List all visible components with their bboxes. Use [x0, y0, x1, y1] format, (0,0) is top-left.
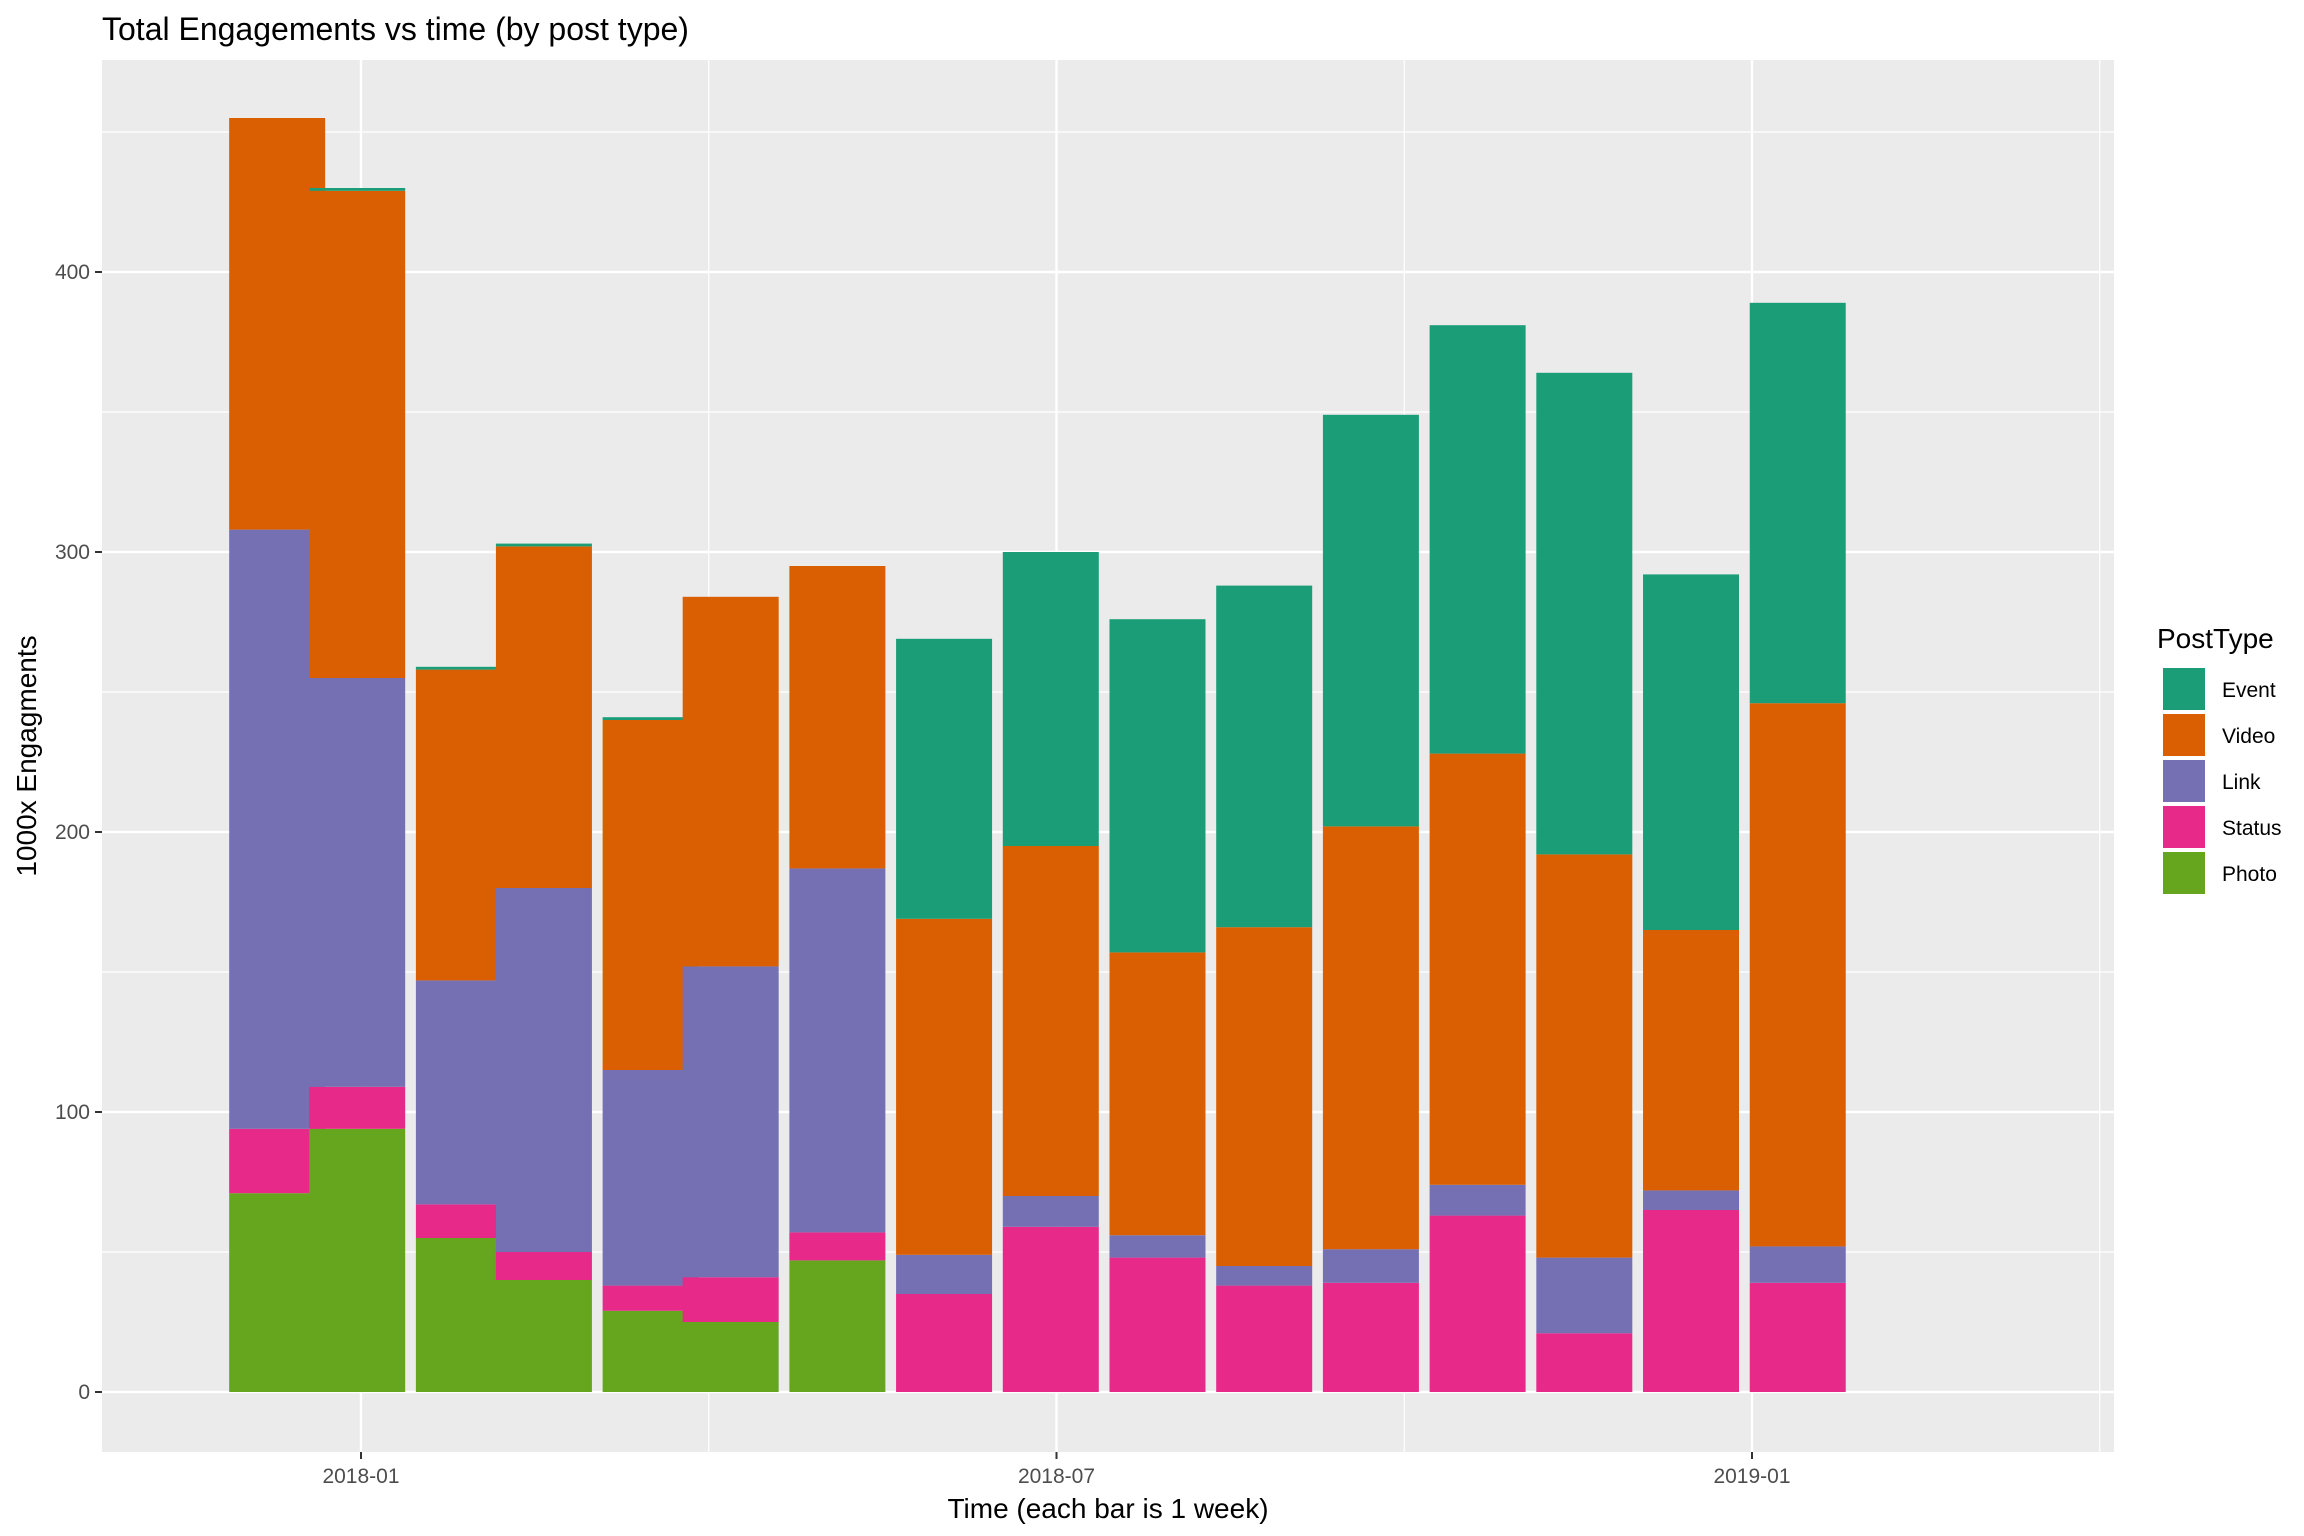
legend-swatch-photo: [2163, 852, 2205, 894]
bar-status: [789, 1232, 886, 1261]
x-tick-label: 2018-01: [322, 1465, 399, 1488]
bar-link: [1643, 1190, 1740, 1210]
bar-event: [1322, 414, 1419, 827]
bar-photo: [415, 1238, 512, 1392]
bar-video: [1536, 854, 1633, 1258]
bar-video: [495, 546, 592, 888]
bar-status: [1643, 1210, 1740, 1392]
bar-link: [1109, 1235, 1206, 1258]
bar-event: [1002, 552, 1099, 846]
bar-photo: [789, 1260, 886, 1392]
bar-video: [1749, 703, 1846, 1247]
bar-status: [1322, 1282, 1419, 1392]
bars: [229, 118, 1846, 1392]
bar-video: [309, 190, 406, 679]
y-tick-label: 300: [55, 541, 90, 564]
bar-event: [1109, 619, 1206, 953]
bar-video: [229, 118, 326, 530]
bar-link: [1536, 1257, 1633, 1334]
bar-status: [1429, 1215, 1526, 1392]
legend-title: PostType: [2157, 623, 2274, 654]
bar-video: [1109, 952, 1206, 1236]
y-tick-label: 400: [55, 261, 90, 284]
bar-event: [415, 666, 512, 670]
bar-status: [682, 1277, 779, 1322]
x-tick-label: 2019-01: [1713, 1465, 1790, 1488]
bar-link: [309, 678, 406, 1087]
bar-status: [495, 1252, 592, 1280]
chart-title: Total Engagements vs time (by post type): [102, 11, 689, 47]
bar-photo: [229, 1193, 326, 1392]
bar-event: [1749, 302, 1846, 704]
y-axis-ticks: 0 100 200 300 400: [55, 261, 102, 1404]
bar-photo: [309, 1128, 406, 1392]
bar-link: [1002, 1196, 1099, 1227]
bar-link: [896, 1254, 993, 1294]
bar-status: [1216, 1285, 1313, 1392]
bar-link: [1429, 1184, 1526, 1216]
legend-swatch-event: [2163, 668, 2205, 710]
bar-video: [682, 596, 779, 967]
bar-video: [896, 918, 993, 1255]
bar-link: [229, 529, 326, 1129]
x-axis-ticks: 2018-01 2018-07 2019-01: [322, 1452, 1791, 1488]
y-axis-title: 1000x Engagments: [11, 635, 42, 876]
legend-swatch-video: [2163, 714, 2205, 756]
legend-label-status: Status: [2222, 817, 2282, 840]
bar-status: [229, 1128, 326, 1194]
bar-status: [602, 1285, 699, 1311]
bar-link: [415, 980, 512, 1205]
bar-video: [1216, 927, 1313, 1266]
bar-photo: [682, 1322, 779, 1392]
bar-event: [1643, 574, 1740, 930]
bar-link: [495, 888, 592, 1252]
bar-link: [1749, 1246, 1846, 1283]
legend-label-photo: Photo: [2222, 863, 2277, 886]
x-tick-label: 2018-07: [1018, 1465, 1095, 1488]
bar-event: [896, 638, 993, 919]
bar-status: [1109, 1257, 1206, 1392]
bar-video: [1643, 930, 1740, 1191]
bar-event: [1429, 325, 1526, 754]
legend-label-event: Event: [2222, 679, 2276, 702]
bar-link: [602, 1070, 699, 1286]
bar-photo: [602, 1310, 699, 1392]
bar-link: [1216, 1266, 1313, 1286]
x-axis-title: Time (each bar is 1 week): [947, 1493, 1268, 1524]
bar-event: [309, 188, 406, 191]
legend-swatch-status: [2163, 806, 2205, 848]
bar-link: [682, 966, 779, 1278]
bar-status: [1002, 1226, 1099, 1392]
bar-event: [1216, 585, 1313, 928]
bar-link: [1322, 1249, 1419, 1283]
bar-event: [1536, 372, 1633, 855]
bar-status: [309, 1086, 406, 1129]
bar-video: [415, 669, 512, 981]
legend: PostType Event Video Link Status Photo: [2157, 623, 2282, 894]
bar-video: [1002, 846, 1099, 1196]
y-tick-label: 100: [55, 1101, 90, 1124]
bar-video: [789, 566, 886, 869]
bar-link: [789, 868, 886, 1233]
bar-status: [415, 1204, 512, 1238]
legend-label-video: Video: [2222, 725, 2275, 748]
bar-photo: [495, 1280, 592, 1392]
y-tick-label: 0: [78, 1381, 90, 1404]
bar-video: [1322, 826, 1419, 1250]
plot-area: [12, 60, 2114, 1452]
bar-event: [602, 717, 699, 720]
bar-status: [896, 1294, 993, 1392]
bar-event: [495, 543, 592, 547]
legend-swatch-link: [2163, 760, 2205, 802]
bar-status: [1536, 1333, 1633, 1392]
bar-status: [1749, 1282, 1846, 1392]
bar-video: [602, 720, 699, 1070]
y-tick-label: 200: [55, 821, 90, 844]
bar-video: [1429, 753, 1526, 1185]
legend-label-link: Link: [2222, 771, 2261, 794]
